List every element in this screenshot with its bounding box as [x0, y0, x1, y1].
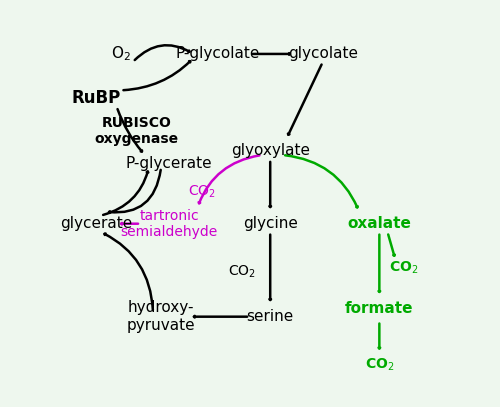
Text: RuBP: RuBP: [72, 90, 121, 107]
Text: RUBISCO
oxygenase: RUBISCO oxygenase: [95, 116, 179, 146]
Text: serine: serine: [246, 309, 294, 324]
Text: formate: formate: [345, 301, 414, 316]
Text: CO$_2$: CO$_2$: [364, 357, 394, 373]
Text: CO$_2$: CO$_2$: [188, 183, 216, 199]
Text: glycerate: glycerate: [60, 216, 132, 231]
Text: CO$_2$: CO$_2$: [389, 260, 418, 276]
Text: glyoxylate: glyoxylate: [230, 143, 310, 158]
Text: glycine: glycine: [243, 216, 298, 231]
Text: glycolate: glycolate: [288, 46, 358, 61]
Text: oxalate: oxalate: [348, 216, 412, 231]
Text: hydroxy-
pyruvate: hydroxy- pyruvate: [127, 300, 196, 333]
Text: CO$_2$: CO$_2$: [228, 264, 256, 280]
Text: tartronic
semialdehyde: tartronic semialdehyde: [120, 209, 218, 239]
Text: O$_2$: O$_2$: [110, 45, 130, 63]
FancyBboxPatch shape: [40, 0, 460, 407]
Text: P-glycolate: P-glycolate: [176, 46, 260, 61]
Text: P-glycerate: P-glycerate: [126, 155, 212, 171]
